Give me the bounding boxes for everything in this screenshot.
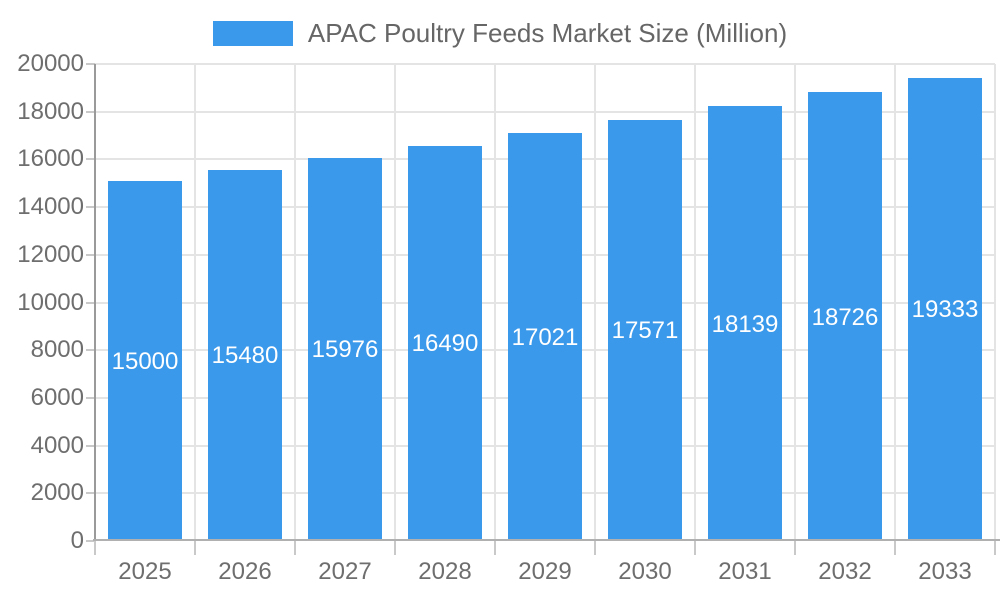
x-axis-tick	[694, 541, 696, 555]
bar-value-label: 18726	[811, 303, 879, 331]
x-axis-tick	[594, 541, 596, 555]
x-axis-tick	[294, 541, 296, 555]
y-axis-tick-label: 20000	[17, 50, 84, 77]
legend-swatch	[212, 20, 293, 46]
bar[interactable]	[808, 92, 882, 539]
bar-value-label: 15480	[211, 342, 279, 370]
y-axis-tick	[86, 253, 95, 256]
x-axis-tick-label: 2033	[918, 558, 972, 585]
x-axis-tick-label: 2026	[218, 558, 272, 585]
bar-value-label: 17021	[511, 324, 579, 352]
y-axis-tick	[86, 444, 95, 447]
y-axis-tick-label: 2000	[30, 479, 84, 507]
x-axis-tick-label: 2029	[518, 558, 572, 585]
bar-value-label: 19333	[911, 296, 979, 324]
bar[interactable]	[408, 145, 482, 539]
x-axis-tick	[894, 541, 896, 555]
y-axis-tick-label: 12000	[17, 240, 84, 268]
y-axis-line	[94, 64, 96, 541]
y-axis-tick-label: 18000	[17, 97, 84, 125]
bar-value-label: 17571	[611, 317, 679, 345]
x-axis-tick	[794, 541, 796, 555]
legend-item[interactable]: APAC Poultry Feeds Market Size (Million)	[0, 18, 1000, 48]
x-axis-tick-label: 2030	[618, 558, 672, 585]
bar-value-label: 18139	[711, 310, 779, 338]
y-axis-tick	[86, 492, 95, 495]
y-axis-tick	[86, 110, 95, 113]
x-axis-tick	[194, 541, 196, 555]
y-axis-tick-label: 8000	[30, 336, 84, 364]
bar-value-label: 15000	[111, 348, 179, 376]
legend-label: APAC Poultry Feeds Market Size (Million)	[307, 18, 788, 48]
v-gridline	[494, 64, 496, 541]
x-axis-tick	[394, 541, 396, 555]
bar-value-label: 15976	[311, 336, 379, 364]
y-axis-tick-label: 0	[70, 527, 84, 554]
bar[interactable]	[908, 77, 982, 539]
x-axis-tick-label: 2032	[818, 558, 872, 585]
x-axis-tick-label: 2027	[318, 558, 372, 585]
y-axis-tick	[86, 301, 95, 304]
y-axis-tick	[86, 206, 95, 209]
bar[interactable]	[608, 119, 682, 539]
v-gridline	[894, 64, 896, 541]
x-axis-tick	[94, 541, 96, 555]
h-gridline	[95, 110, 995, 113]
bar[interactable]	[108, 181, 182, 539]
plot-area: 15000 15480 15976 16490 17021 17571 18139 18726…	[86, 63, 1000, 555]
y-axis-tick-label: 6000	[30, 383, 84, 411]
y-axis-tick-label: 14000	[17, 193, 84, 221]
bar[interactable]	[308, 157, 382, 539]
y-axis-tick-label: 10000	[17, 288, 84, 316]
v-gridline	[794, 64, 796, 541]
bar[interactable]	[708, 106, 782, 539]
y-axis-tick-label: 16000	[17, 145, 84, 173]
bar[interactable]	[508, 133, 582, 539]
v-gridline	[694, 64, 696, 541]
v-gridline	[994, 64, 996, 541]
v-gridline	[594, 64, 596, 541]
y-axis-tick	[86, 396, 95, 399]
y-axis-tick	[86, 158, 95, 161]
x-axis-tick-label: 2025	[118, 558, 172, 585]
y-axis-tick-label: 4000	[30, 431, 84, 459]
bar[interactable]	[208, 169, 282, 539]
x-axis-tick-label: 2031	[718, 558, 772, 585]
y-axis-tick	[86, 63, 95, 65]
v-gridline	[294, 64, 296, 541]
v-gridline	[394, 64, 396, 541]
x-axis-tick-label: 2028	[418, 558, 472, 585]
y-axis-tick	[86, 540, 95, 542]
x-axis-tick	[994, 541, 996, 555]
v-gridline	[194, 64, 196, 541]
h-gridline	[95, 63, 995, 65]
bar-value-label: 16490	[411, 330, 479, 358]
y-axis-tick	[86, 349, 95, 352]
x-axis-tick	[494, 541, 496, 555]
x-axis-line	[93, 539, 1000, 541]
